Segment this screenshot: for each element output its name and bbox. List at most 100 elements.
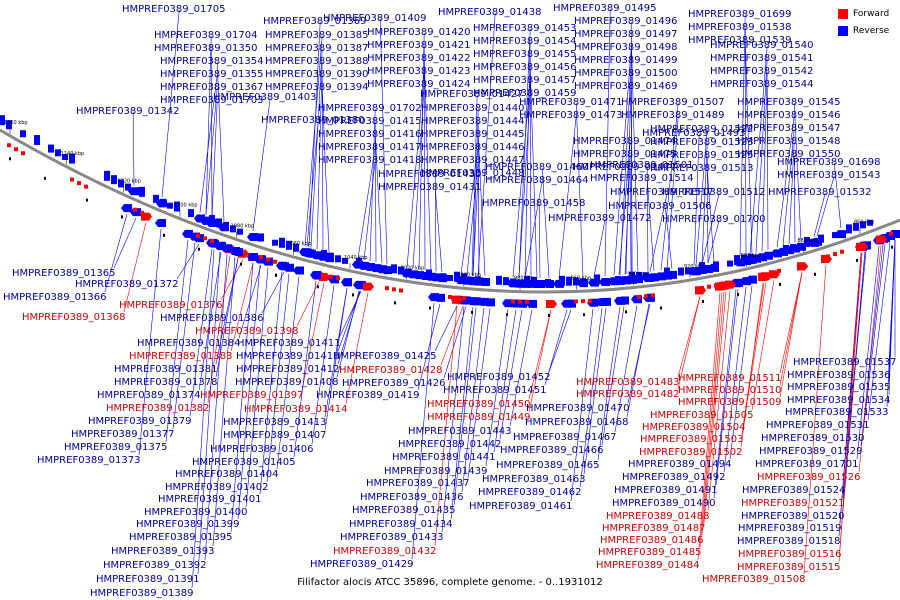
gene-feature[interactable] <box>860 221 866 229</box>
gene-label[interactable]: HMPREF0389_01491 <box>614 485 717 496</box>
gene-label[interactable]: HMPREF0389_01460 <box>485 162 588 173</box>
gene-label[interactable]: HMPREF0389_01535 <box>787 382 890 393</box>
gene-feature[interactable] <box>174 201 180 212</box>
gene-label[interactable]: HMPREF0389_01523 <box>650 137 753 148</box>
gene-feature[interactable] <box>804 236 810 247</box>
gene-label[interactable]: HMPREF0389_01504 <box>642 422 745 433</box>
gene-feature[interactable] <box>561 299 572 308</box>
gene-label[interactable]: HMPREF0389_01369 <box>263 16 366 27</box>
gene-label[interactable]: HMPREF0389_01463 <box>482 474 585 485</box>
gene-label[interactable]: HMPREF0389_01546 <box>737 110 840 121</box>
gene-label[interactable]: HMPREF0389_01423 <box>367 66 470 77</box>
gene-label[interactable]: HMPREF0389_01444 <box>421 116 524 127</box>
gene-feature[interactable] <box>121 204 132 213</box>
gene-feature[interactable] <box>707 284 711 289</box>
gene-label[interactable]: HMPREF0389_01419 <box>316 390 419 401</box>
gene-label[interactable]: HMPREF0389_01446 <box>421 142 524 153</box>
gene-label[interactable]: HMPREF0389_01531 <box>766 420 869 431</box>
gene-label[interactable]: HMPREF0389_01453 <box>473 23 576 34</box>
gene-label[interactable]: HMPREF0389_01503 <box>640 434 743 445</box>
gene-feature[interactable] <box>790 244 796 252</box>
gene-label[interactable]: HMPREF0389_01388 <box>265 56 368 67</box>
gene-label[interactable]: HMPREF0389_01439 <box>384 466 487 477</box>
gene-feature[interactable] <box>594 274 600 285</box>
gene-feature[interactable] <box>510 278 516 286</box>
gene-feature[interactable] <box>356 257 362 267</box>
gene-label[interactable]: HMPREF0389_01493 <box>642 128 745 139</box>
gene-feature[interactable] <box>770 270 774 275</box>
gene-label[interactable]: HMPREF0389_01373 <box>37 455 140 466</box>
gene-feature[interactable] <box>392 287 396 292</box>
gene-feature[interactable] <box>182 229 193 238</box>
gene-feature[interactable] <box>6 120 12 130</box>
gene-feature[interactable] <box>328 252 334 261</box>
gene-feature[interactable] <box>808 238 819 247</box>
gene-label[interactable]: HMPREF0389_01409 <box>323 13 426 24</box>
gene-feature[interactable] <box>385 286 389 291</box>
gene-label[interactable]: HMPREF0389_01459 <box>473 88 576 99</box>
gene-feature[interactable] <box>581 299 585 304</box>
gene-feature[interactable] <box>454 271 460 282</box>
gene-feature[interactable] <box>748 253 754 262</box>
gene-feature[interactable] <box>377 264 383 271</box>
gene-label[interactable]: HMPREF0389_01550 <box>737 149 840 160</box>
gene-label[interactable]: HMPREF0389_01458 <box>482 198 585 209</box>
gene-label[interactable]: HMPREF0389_01464 <box>485 175 588 186</box>
gene-label[interactable]: HMPREF0389_01700 <box>662 214 765 225</box>
gene-feature[interactable] <box>426 269 432 279</box>
gene-feature[interactable] <box>447 274 453 281</box>
gene-label[interactable]: HMPREF0389_01472 <box>548 213 651 224</box>
gene-label[interactable]: HMPREF0389_01508 <box>702 574 805 585</box>
gene-feature[interactable] <box>160 198 166 206</box>
gene-feature[interactable] <box>479 278 490 287</box>
gene-feature[interactable] <box>210 238 214 243</box>
gene-feature[interactable] <box>714 283 718 288</box>
gene-feature[interactable] <box>353 280 364 289</box>
gene-feature[interactable] <box>651 293 655 298</box>
gene-label[interactable]: HMPREF0389_01342 <box>76 106 179 117</box>
gene-feature[interactable] <box>118 179 124 188</box>
gene-feature[interactable] <box>818 234 824 243</box>
gene-label[interactable]: HMPREF0389_01474 <box>573 136 676 147</box>
gene-feature[interactable] <box>643 272 649 281</box>
gene-label[interactable]: HMPREF0389_01545 <box>737 97 840 108</box>
gene-label[interactable]: HMPREF0389_01702 <box>318 103 421 114</box>
gene-feature[interactable] <box>130 208 141 217</box>
gene-feature[interactable] <box>448 294 452 299</box>
gene-feature[interactable] <box>62 153 68 160</box>
gene-feature[interactable] <box>846 224 852 234</box>
gene-label[interactable]: HMPREF0389_01451 <box>443 385 546 396</box>
gene-feature[interactable] <box>147 213 151 218</box>
gene-feature[interactable] <box>34 135 40 146</box>
gene-feature[interactable] <box>518 299 522 304</box>
gene-feature[interactable] <box>856 243 867 252</box>
gene-label[interactable]: HMPREF0389_01529 <box>759 446 862 457</box>
gene-feature[interactable] <box>329 274 333 279</box>
gene-feature[interactable] <box>734 255 740 266</box>
gene-feature[interactable] <box>209 214 215 225</box>
gene-label[interactable]: HMPREF0389_01494 <box>628 459 731 470</box>
gene-feature[interactable] <box>230 225 236 233</box>
gene-feature[interactable] <box>399 288 403 293</box>
gene-label[interactable]: HMPREF0389_01431 <box>378 182 481 193</box>
gene-feature[interactable] <box>279 237 285 248</box>
gene-label[interactable]: HMPREF0389_01441 <box>392 452 495 463</box>
gene-label[interactable]: HMPREF0389_01530 <box>761 433 864 444</box>
gene-feature[interactable] <box>853 222 859 231</box>
gene-feature[interactable] <box>475 276 481 284</box>
gene-label[interactable]: HMPREF0389_01413 <box>223 417 326 428</box>
gene-label[interactable]: HMPREF0389_01469 <box>574 81 677 92</box>
gene-label[interactable]: HMPREF0389_01465 <box>496 460 599 471</box>
gene-feature[interactable] <box>21 151 25 156</box>
gene-label[interactable]: HMPREF0389_01701 <box>755 459 858 470</box>
gene-label[interactable]: HMPREF0389_01501 <box>590 160 693 171</box>
gene-label[interactable]: HMPREF0389_01399 <box>136 519 239 530</box>
gene-label[interactable]: HMPREF0389_01520 <box>741 511 844 522</box>
gene-feature[interactable] <box>826 254 830 259</box>
gene-label[interactable]: HMPREF0389_01429 <box>310 559 413 570</box>
gene-label[interactable]: HMPREF0389_01417 <box>318 142 421 153</box>
gene-feature[interactable] <box>867 219 873 226</box>
gene-label[interactable]: HMPREF0389_01395 <box>129 532 232 543</box>
gene-label[interactable]: HMPREF0389_01452 <box>447 372 550 383</box>
gene-label[interactable]: HMPREF0389_01468 <box>525 417 628 428</box>
